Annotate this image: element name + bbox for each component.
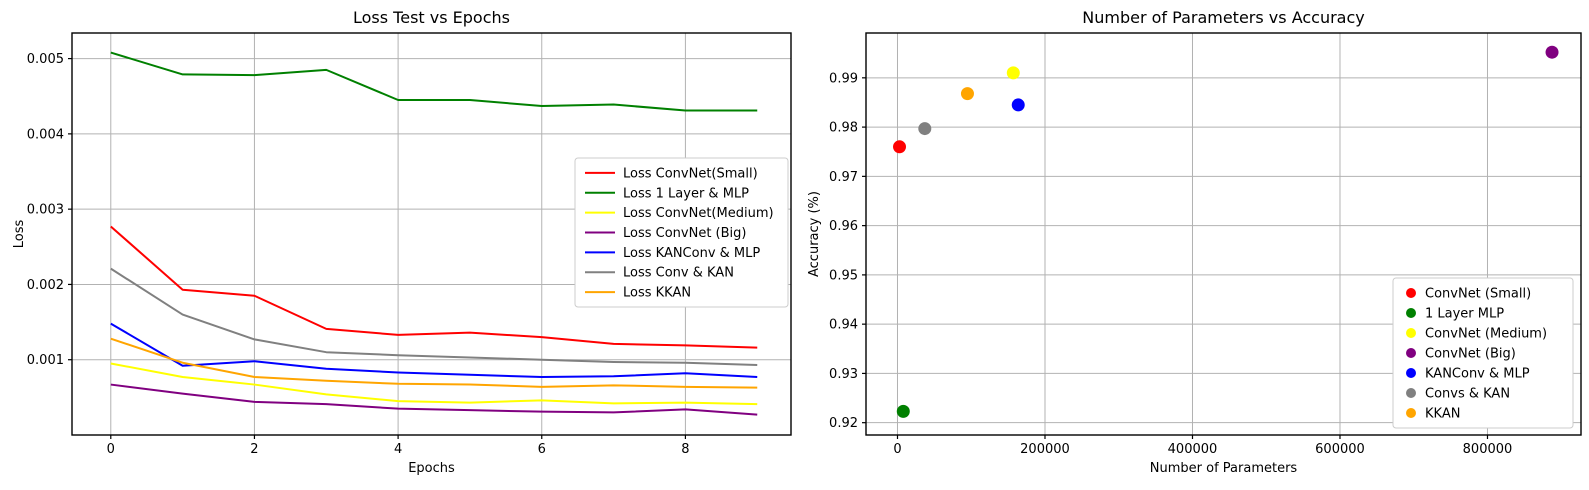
x-tick-label: 4 — [394, 442, 402, 457]
chart-title: Number of Parameters vs Accuracy — [1082, 8, 1364, 27]
y-tick-label: 0.004 — [27, 127, 64, 142]
chart-title: Loss Test vs Epochs — [353, 8, 510, 27]
legend-label: 1 Layer MLP — [1425, 307, 1504, 322]
y-axis-label: Loss — [12, 220, 27, 249]
y-tick-label: 0.005 — [27, 52, 64, 67]
tick-labels: 0 2 4 6 8 0.001 0.002 0.003 0.004 0.005 — [27, 52, 690, 457]
legend-item-loss-convnet-big: Loss ConvNet (Big) — [585, 226, 747, 241]
legend-item-loss-conv-kan: Loss Conv & KAN — [585, 266, 734, 281]
legend-item-loss-1-layer-mlp: Loss 1 Layer & MLP — [585, 186, 749, 201]
y-tick-label: 0.96 — [829, 219, 858, 234]
point-convnet-big — [1545, 45, 1559, 59]
legend-dot-sample — [1406, 408, 1416, 418]
x-tick-label: 600000 — [1315, 442, 1365, 457]
legend-dot-sample — [1406, 348, 1416, 358]
axes-spines — [865, 32, 1582, 436]
point-1-layer-mlp — [896, 404, 910, 418]
legend-item-convnet-medium: ConvNet (Medium) — [1406, 327, 1547, 342]
legend-item-loss-kanconv-mlp: Loss KANConv & MLP — [585, 246, 760, 261]
y-tick-label: 0.92 — [829, 416, 858, 431]
y-tick-label: 0.002 — [27, 278, 64, 293]
y-tick-label: 0.001 — [27, 353, 64, 368]
y-tick-label: 0.94 — [829, 318, 858, 333]
legend-label: Loss 1 Layer & MLP — [623, 186, 749, 201]
legend-item-loss-convnet-medium: Loss ConvNet(Medium) — [585, 206, 774, 221]
legend-label: KKAN — [1425, 407, 1460, 422]
point-convnet-medium — [1006, 66, 1020, 80]
legend-dot-sample — [1406, 388, 1416, 398]
legend-label: Loss KKAN — [623, 286, 691, 301]
axes-spines — [71, 32, 792, 436]
legend-box — [574, 157, 789, 308]
x-tick-label: 0 — [107, 442, 115, 457]
legend-label: KANConv & MLP — [1425, 367, 1530, 382]
y-tick-label: 0.98 — [829, 121, 858, 136]
legend-label: Loss ConvNet(Medium) — [623, 206, 774, 221]
legend-dot-sample — [1406, 308, 1416, 318]
legend-label: Convs & KAN — [1425, 387, 1510, 402]
x-tick-label: 400000 — [1168, 442, 1218, 457]
point-kanconv-mlp — [1011, 98, 1025, 112]
x-axis-label: Epochs — [408, 461, 455, 476]
point-convnet-small — [893, 140, 907, 154]
y-tick-label: 0.93 — [829, 367, 858, 382]
legend-label: Loss ConvNet(Small) — [623, 166, 758, 181]
legend-dot-sample — [1406, 288, 1416, 298]
x-axis-label: Number of Parameters — [1150, 461, 1298, 476]
y-tick-label: 0.97 — [829, 170, 858, 185]
legend: ConvNet (Small) 1 Layer MLP ConvNet (Mediu… — [1392, 277, 1574, 429]
legend-item-loss-kkan: Loss KKAN — [585, 286, 691, 301]
legend-item-kanconv-mlp: KANConv & MLP — [1406, 367, 1530, 382]
y-axis-label: Accuracy (%) — [807, 191, 822, 277]
legend-label: ConvNet (Medium) — [1425, 327, 1547, 342]
legend-label: ConvNet (Big) — [1425, 347, 1516, 362]
legend-label: Loss ConvNet (Big) — [623, 226, 747, 241]
series-loss-1-layer-mlp — [110, 51, 758, 112]
series-loss-convnet-small — [110, 225, 758, 349]
x-tick-label: 2 — [250, 442, 258, 457]
tick-labels: 0 200000 400000 600000 800000 0.92 0.93 0.94 0.9… — [829, 71, 1512, 457]
series-loss-kanconv-mlp — [110, 322, 758, 379]
point-kkan — [960, 87, 974, 101]
point-convs-kan — [918, 122, 932, 136]
y-tick-label: 0.99 — [829, 71, 858, 86]
x-tick-label: 6 — [538, 442, 546, 457]
legend-label: ConvNet (Small) — [1425, 287, 1531, 302]
legend-label: Loss KANConv & MLP — [623, 246, 760, 261]
legend-item-convnet-big: ConvNet (Big) — [1406, 347, 1516, 362]
legend-dot-sample — [1406, 368, 1416, 378]
series-loss-convnet-medium — [110, 362, 758, 406]
legend-dot-sample — [1406, 328, 1416, 338]
legend: Loss ConvNet(Small) Loss 1 Layer & MLP Los… — [574, 157, 789, 308]
x-tick-label: 800000 — [1463, 442, 1513, 457]
x-tick-label: 8 — [681, 442, 689, 457]
legend-item-kkan: KKAN — [1406, 407, 1460, 422]
series-loss-conv-kan — [110, 267, 758, 366]
legend-item-convnet-small: ConvNet (Small) — [1406, 287, 1531, 302]
y-tick-label: 0.95 — [829, 268, 858, 283]
series-loss-kkan — [110, 337, 758, 389]
x-tick-label: 0 — [893, 442, 901, 457]
series-loss-convnet-big — [110, 383, 758, 416]
legend-box — [1392, 277, 1574, 429]
legend-item-1-layer-mlp: 1 Layer MLP — [1406, 307, 1504, 322]
legend-item-loss-convnet-small: Loss ConvNet(Small) — [585, 166, 758, 181]
x-tick-label: 200000 — [1020, 442, 1070, 457]
y-tick-label: 0.003 — [27, 203, 64, 218]
legend-item-convs-kan: Convs & KAN — [1406, 387, 1510, 402]
legend-label: Loss Conv & KAN — [623, 266, 734, 281]
